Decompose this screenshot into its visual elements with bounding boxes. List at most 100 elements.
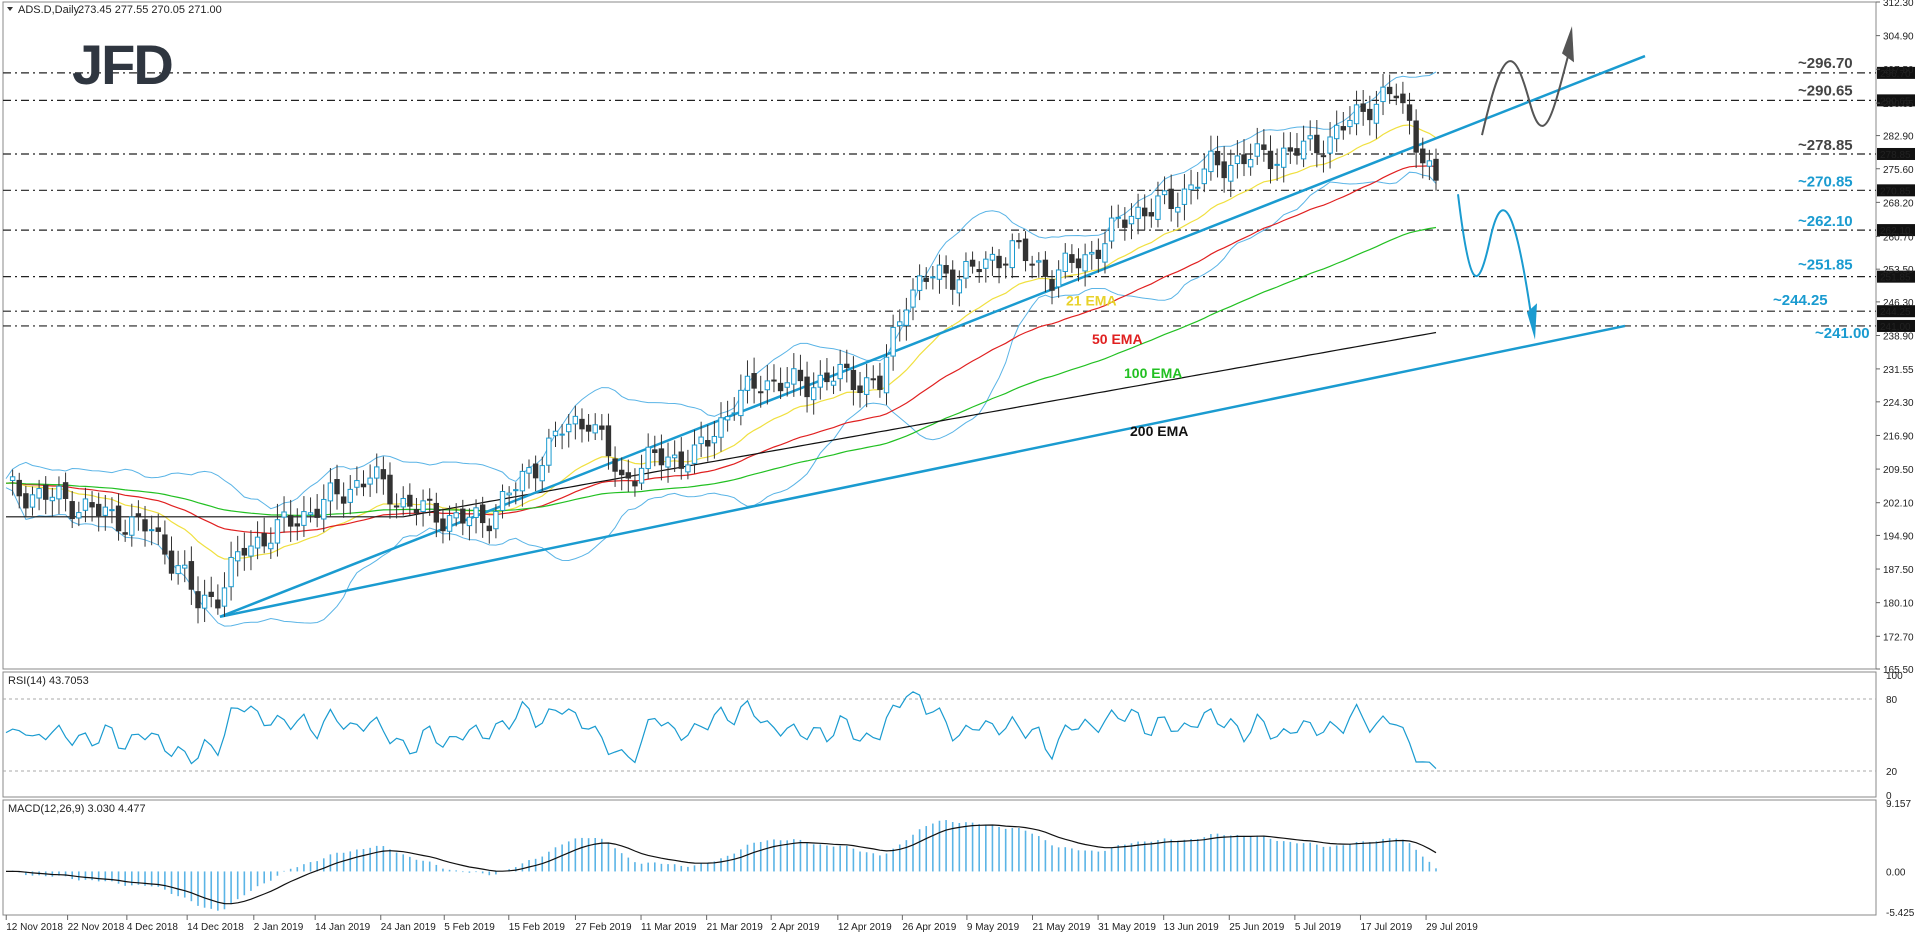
ema200-line (6, 331, 1437, 518)
time-axis: 12 Nov 2018 22 Nov 2018 4 Dec 2018 14 Dec 2… (5, 915, 1478, 933)
candle-body (777, 382, 784, 392)
candle-body (1062, 252, 1068, 272)
time-tick-13: 12 Apr 2019 (838, 922, 892, 933)
candle-body (9, 476, 16, 481)
level-tag-4: 262.10 (1880, 226, 1911, 237)
candle-body (36, 488, 42, 499)
level-label-1: ~290.65 (1798, 82, 1853, 99)
level-tag-0: 296.70 (1880, 69, 1911, 80)
rsi-tick-0: 100 (1886, 671, 1903, 682)
candle-body (287, 515, 294, 527)
level-tag-box-5 (1877, 270, 1915, 283)
candle-body (1320, 155, 1327, 158)
macd-tick-2: -5.425 (1886, 908, 1915, 919)
candle-body (1148, 212, 1155, 217)
candle-body (691, 444, 698, 464)
candle-body (1029, 263, 1035, 266)
time-tick-9: 27 Feb 2019 (575, 922, 632, 933)
candle-body (1261, 144, 1267, 150)
candle-body (62, 482, 69, 499)
candle-body (903, 309, 910, 326)
candle-body (1108, 217, 1115, 242)
candle-body (367, 477, 373, 485)
candle-body (175, 565, 181, 575)
candle-body (407, 494, 413, 507)
level-tag-7: 241.00 (1880, 322, 1911, 333)
candle-body (201, 594, 208, 609)
candle-body (1327, 136, 1333, 154)
candle-body (460, 508, 466, 524)
price-tick-14: 209.50 (1883, 465, 1914, 476)
ema50-line (5, 165, 1437, 535)
candle-body (420, 500, 426, 513)
price-tick-19: 172.70 (1883, 632, 1914, 643)
macd-tick-0: 9.157 (1886, 799, 1911, 810)
candle-body (983, 258, 989, 269)
candle-body (155, 527, 161, 532)
ohlc-header: 273.45 277.55 270.05 271.00 (78, 4, 222, 16)
candle-body (810, 387, 817, 401)
candle-body (1161, 190, 1168, 196)
time-tick-8: 15 Feb 2019 (509, 922, 566, 933)
time-tick-7: 5 Feb 2019 (444, 922, 495, 933)
candle-body (724, 416, 731, 421)
candle-body (863, 377, 870, 395)
down-arrowhead-icon (1527, 303, 1537, 340)
candle-body (188, 561, 195, 590)
candle-body (129, 516, 135, 536)
candle-body (579, 418, 585, 430)
candle-body (274, 519, 281, 544)
level-label-6: ~244.25 (1773, 292, 1828, 309)
macd-tick-1: 0.00 (1886, 867, 1906, 878)
time-tick-11: 21 Mar 2019 (707, 922, 764, 933)
candle-body (506, 492, 512, 496)
ema100-line (5, 226, 1437, 517)
candle-body (572, 415, 579, 425)
collapse-triangle-icon[interactable] (7, 7, 13, 11)
level-tag-box-6 (1877, 305, 1915, 318)
candle-body (1128, 215, 1135, 225)
price-tick-17: 187.50 (1883, 565, 1914, 576)
candle-body (546, 437, 552, 466)
candle-body (102, 506, 109, 516)
candle-body (671, 454, 678, 459)
time-tick-16: 21 May 2019 (1032, 922, 1090, 933)
candle-body (473, 507, 479, 518)
candle-body (208, 591, 214, 597)
price-tick-1: 304.90 (1883, 32, 1914, 43)
candle-body (559, 433, 565, 436)
candle-body (182, 564, 188, 569)
candle-body (1433, 158, 1439, 181)
candle-body (261, 533, 267, 547)
candle-body (1036, 260, 1042, 263)
macd-panel-frame (2, 799, 1877, 916)
time-tick-14: 26 Apr 2019 (902, 922, 956, 933)
candle-body (916, 275, 923, 291)
candle-body (446, 515, 453, 532)
candle-body (1016, 240, 1022, 243)
candle-body (824, 372, 830, 383)
candle-body (1208, 150, 1214, 173)
candle-body (658, 448, 665, 466)
symbol-header: ADS.D,Daily (18, 4, 80, 16)
candle-body (221, 587, 228, 607)
candle-body (374, 466, 380, 479)
price-axis: 312.30 304.90 297.50 290.05 282.90 275.60 268.… (1876, 0, 1914, 676)
candle-body (354, 480, 360, 488)
candle-body (301, 511, 307, 526)
candle-body (427, 498, 433, 501)
candle-body (1181, 188, 1188, 205)
candle-body (195, 591, 201, 609)
time-tick-15: 9 May 2019 (967, 922, 1020, 933)
candle-body (638, 467, 645, 484)
macd-panel: 9.157 0.00 -5.425 (5, 799, 1915, 919)
candle-body (996, 255, 1002, 269)
down-scenario-arrow (1457, 194, 1533, 322)
price-tick-13: 216.90 (1883, 431, 1914, 442)
candle-body (360, 483, 367, 488)
level-lines: 296.70 290.65 278.85 270.85 262.10 251.85 244.… (3, 66, 1915, 333)
candle-body (1406, 104, 1413, 121)
candle-body (16, 479, 22, 497)
level-tag-box-2 (1877, 147, 1915, 160)
rsi-label: RSI(14) 43.7053 (8, 675, 89, 687)
